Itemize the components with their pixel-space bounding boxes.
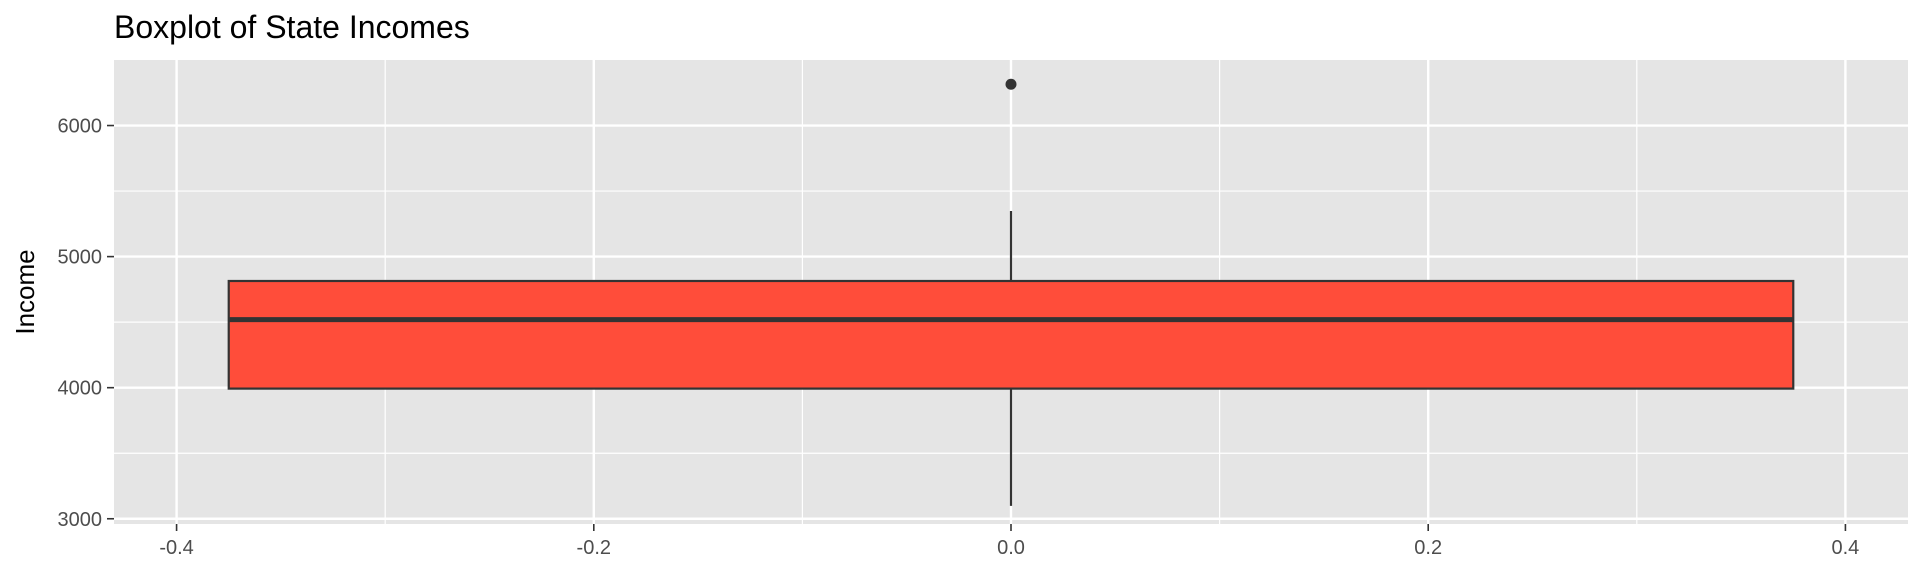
y-axis-title: Income [10, 249, 40, 334]
x-axis: -0.4 -0.2 0.0 0.2 0.4 [159, 524, 1859, 559]
chart-title: Boxplot of State Incomes [114, 9, 470, 45]
x-tick-label: 0.4 [1832, 537, 1860, 559]
interquartile-box [227, 279, 1795, 390]
x-tick-label: 0.2 [1414, 537, 1442, 559]
y-tick-label: 6000 [58, 116, 103, 138]
outlier-point [1005, 78, 1017, 90]
y-axis: 3000 4000 5000 6000 [58, 116, 114, 531]
x-tick-label: -0.4 [159, 537, 193, 559]
y-tick-label: 3000 [58, 509, 103, 531]
x-tick-label: -0.2 [577, 537, 611, 559]
x-tick-label: 0.0 [997, 537, 1025, 559]
y-tick-label: 4000 [58, 378, 103, 400]
y-tick-label: 5000 [58, 247, 103, 269]
box-group [227, 78, 1795, 506]
